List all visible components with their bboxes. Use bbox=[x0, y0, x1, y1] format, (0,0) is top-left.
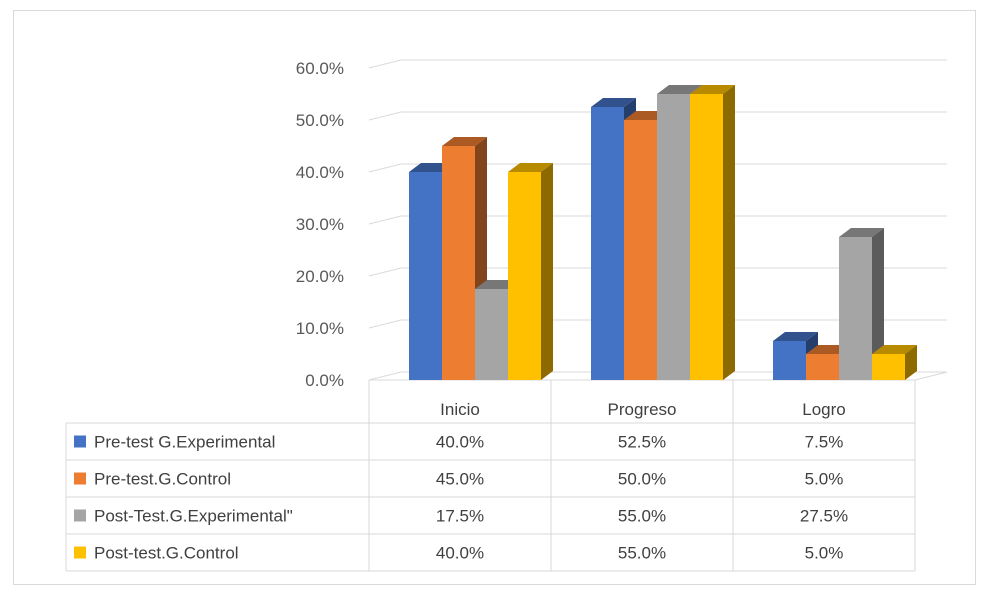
bar-top bbox=[508, 163, 553, 172]
gridline-slant bbox=[368, 371, 402, 381]
bar-top bbox=[442, 137, 487, 146]
bar-front bbox=[806, 354, 839, 380]
gridline-slant bbox=[368, 59, 402, 69]
gridline-slant bbox=[368, 215, 402, 225]
bar-top bbox=[773, 332, 818, 341]
bar-top bbox=[690, 85, 735, 94]
x-category-label: Logro bbox=[802, 400, 845, 419]
bar-front bbox=[773, 341, 806, 380]
bar-side bbox=[872, 228, 884, 380]
bar-front bbox=[624, 120, 657, 380]
bar-front bbox=[508, 172, 541, 380]
table-cell-value: 40.0% bbox=[436, 433, 484, 452]
bar bbox=[508, 163, 553, 380]
bar-front bbox=[475, 289, 508, 380]
bar-front bbox=[839, 237, 872, 380]
legend-key bbox=[74, 435, 86, 448]
bars bbox=[409, 85, 917, 380]
y-tick-label: 20.0% bbox=[296, 267, 344, 286]
y-tick-label: 50.0% bbox=[296, 111, 344, 130]
table-cell-value: 40.0% bbox=[436, 544, 484, 563]
legend-key bbox=[74, 546, 86, 559]
bar-top bbox=[839, 228, 884, 237]
bar bbox=[872, 345, 917, 380]
legend-series-name: Post-Test.G.Experimental" bbox=[94, 507, 293, 526]
table-cell-value: 27.5% bbox=[800, 507, 848, 526]
chart-frame bbox=[13, 10, 976, 585]
x-category-label: Progreso bbox=[608, 400, 677, 419]
legend-series-name: Pre-test.G.Control bbox=[94, 470, 231, 489]
y-axis-ticks: 0.0% 10.0% 20.0% 30.0% 40.0% 50.0% 60.0% bbox=[296, 59, 344, 390]
bar-side bbox=[541, 163, 553, 380]
bar-front bbox=[409, 172, 442, 380]
bar-side bbox=[905, 345, 917, 380]
x-category-label: Inicio bbox=[440, 400, 480, 419]
bar-front bbox=[872, 354, 905, 380]
data-table: Inicio Progreso Logro Pre-test G.Experiment… bbox=[65, 380, 916, 572]
table-cell-value: 55.0% bbox=[618, 507, 666, 526]
y-tick-label: 30.0% bbox=[296, 215, 344, 234]
bar-side bbox=[723, 85, 735, 380]
table-cell-value: 45.0% bbox=[436, 470, 484, 489]
bar bbox=[591, 98, 636, 380]
y-tick-label: 10.0% bbox=[296, 319, 344, 338]
floor-line-side bbox=[914, 371, 948, 381]
table-cell-value: 52.5% bbox=[618, 433, 666, 452]
table-cell-value: 17.5% bbox=[436, 507, 484, 526]
table-cell-value: 5.0% bbox=[805, 544, 844, 563]
bar-top bbox=[872, 345, 917, 354]
bar-top bbox=[591, 98, 636, 107]
gridline-slant bbox=[368, 267, 402, 277]
bar-front bbox=[442, 146, 475, 380]
gridline-slant bbox=[368, 319, 402, 329]
table-cell-value: 55.0% bbox=[618, 544, 666, 563]
table-cell-value: 50.0% bbox=[618, 470, 666, 489]
bar-front bbox=[690, 94, 723, 380]
table-cell-value: 5.0% bbox=[805, 470, 844, 489]
bar bbox=[839, 228, 884, 380]
legend-key bbox=[74, 472, 86, 485]
y-tick-label: 0.0% bbox=[305, 371, 344, 390]
gridline-slant bbox=[368, 163, 402, 173]
legend-series-name: Post-test.G.Control bbox=[94, 544, 239, 563]
bar bbox=[690, 85, 735, 380]
bar-front bbox=[657, 94, 690, 380]
bar-top bbox=[657, 85, 702, 94]
legend-key bbox=[74, 509, 86, 522]
y-tick-label: 40.0% bbox=[296, 163, 344, 182]
y-tick-label: 60.0% bbox=[296, 59, 344, 78]
legend-series-name: Pre-test G.Experimental bbox=[94, 433, 275, 452]
table-cell-value: 7.5% bbox=[805, 433, 844, 452]
bar-front bbox=[591, 107, 624, 380]
gridline-slant bbox=[368, 111, 402, 121]
